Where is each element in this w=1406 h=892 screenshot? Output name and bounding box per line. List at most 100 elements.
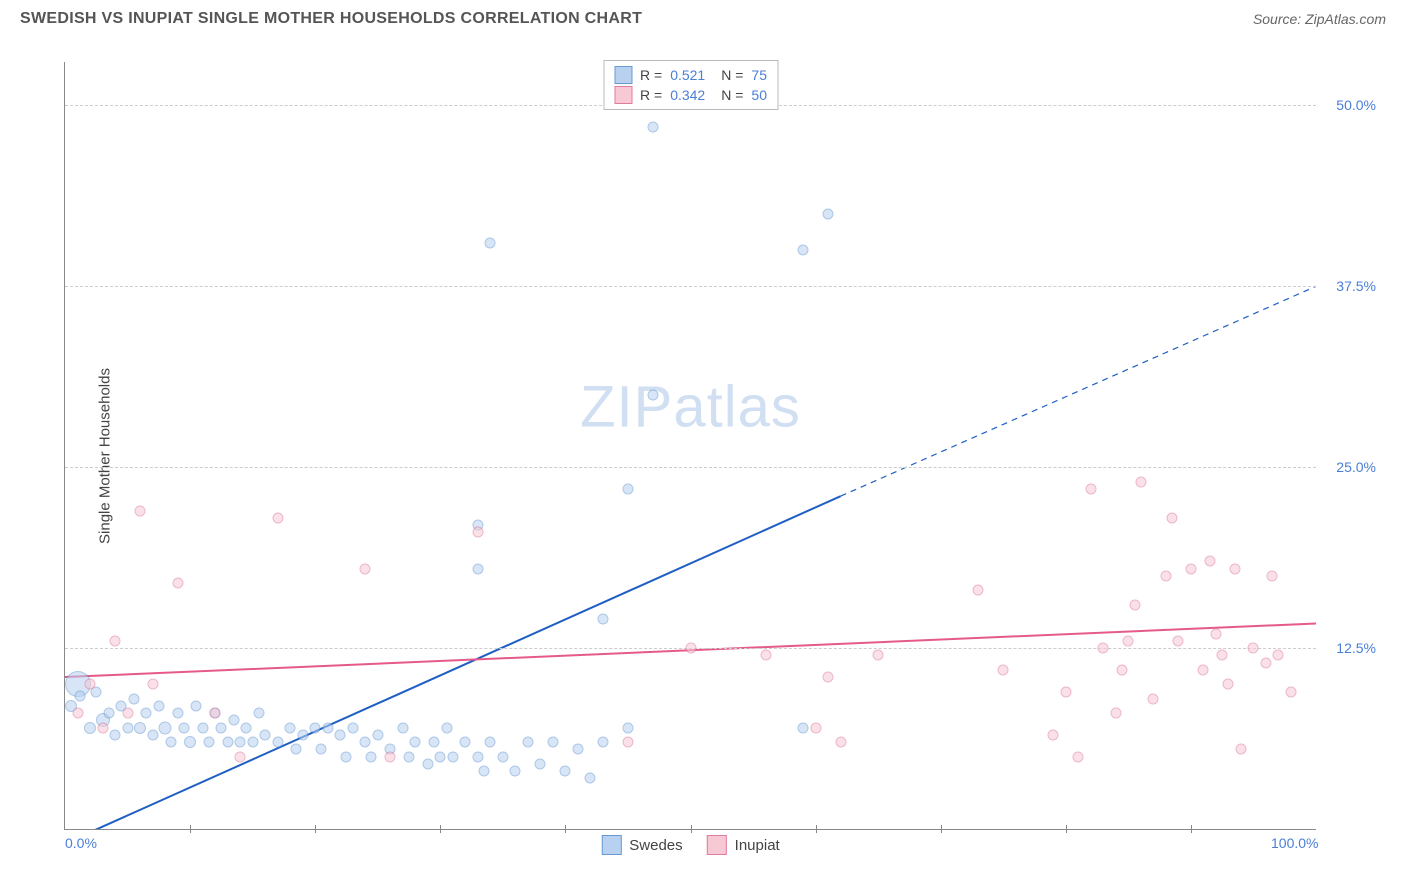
scatter-point xyxy=(1160,570,1171,581)
scatter-point xyxy=(172,708,183,719)
scatter-point xyxy=(360,563,371,574)
scatter-point xyxy=(1123,635,1134,646)
y-tick-label: 25.0% xyxy=(1321,459,1376,475)
scatter-point xyxy=(235,737,246,748)
scatter-point xyxy=(110,729,121,740)
scatter-point xyxy=(1260,657,1271,668)
scatter-point xyxy=(141,708,152,719)
x-minor-tick xyxy=(440,825,441,833)
scatter-point xyxy=(178,722,189,733)
scatter-point xyxy=(447,751,458,762)
scatter-point xyxy=(1098,643,1109,654)
legend-series-label: Swedes xyxy=(629,837,682,854)
scatter-point xyxy=(404,751,415,762)
scatter-point xyxy=(385,751,396,762)
x-minor-tick xyxy=(1191,825,1192,833)
scatter-point xyxy=(973,585,984,596)
scatter-point xyxy=(1167,512,1178,523)
legend-r-label: R = xyxy=(640,87,662,103)
scatter-point xyxy=(522,737,533,748)
scatter-point xyxy=(122,722,133,733)
legend-series: Swedes Inupiat xyxy=(601,835,779,855)
scatter-point xyxy=(191,701,202,712)
page-title: SWEDISH VS INUPIAT SINGLE MOTHER HOUSEHO… xyxy=(20,10,642,28)
scatter-point xyxy=(291,744,302,755)
x-minor-tick xyxy=(941,825,942,833)
legend-correlation: R =0.521N =75R =0.342N =50 xyxy=(603,60,778,110)
legend-n-label: N = xyxy=(721,67,743,83)
scatter-point xyxy=(297,729,308,740)
scatter-point xyxy=(810,722,821,733)
legend-n-label: N = xyxy=(721,87,743,103)
scatter-point xyxy=(835,737,846,748)
scatter-point xyxy=(310,722,321,733)
scatter-point xyxy=(535,758,546,769)
scatter-point xyxy=(760,650,771,661)
scatter-point xyxy=(572,744,583,755)
watermark: ZIPatlas xyxy=(580,374,801,441)
scatter-point xyxy=(1073,751,1084,762)
scatter-point xyxy=(647,122,658,133)
scatter-point xyxy=(360,737,371,748)
scatter-point xyxy=(622,737,633,748)
scatter-point xyxy=(285,722,296,733)
scatter-point xyxy=(347,722,358,733)
scatter-point xyxy=(135,505,146,516)
scatter-point xyxy=(166,737,177,748)
scatter-point xyxy=(322,722,333,733)
scatter-point xyxy=(685,643,696,654)
legend-series-item: Swedes xyxy=(601,835,682,855)
legend-r-label: R = xyxy=(640,67,662,83)
gridline xyxy=(65,467,1316,468)
scatter-point xyxy=(1210,628,1221,639)
scatter-point xyxy=(372,729,383,740)
scatter-point xyxy=(272,737,283,748)
scatter-point xyxy=(84,722,96,734)
scatter-point xyxy=(1204,556,1215,567)
scatter-point xyxy=(366,751,377,762)
x-tick-label: 100.0% xyxy=(1271,835,1318,851)
scatter-point xyxy=(1185,563,1196,574)
scatter-point xyxy=(128,693,139,704)
scatter-point xyxy=(85,679,96,690)
scatter-point xyxy=(203,737,214,748)
scatter-point xyxy=(1285,686,1296,697)
x-minor-tick xyxy=(565,825,566,833)
scatter-point xyxy=(216,722,227,733)
legend-swatch xyxy=(601,835,621,855)
scatter-point xyxy=(472,527,483,538)
scatter-point xyxy=(1223,679,1234,690)
scatter-point xyxy=(241,722,252,733)
scatter-point xyxy=(460,737,471,748)
scatter-point xyxy=(1085,483,1096,494)
scatter-point xyxy=(1198,664,1209,675)
scatter-point xyxy=(147,729,158,740)
scatter-point xyxy=(253,708,264,719)
scatter-point xyxy=(441,722,452,733)
scatter-point xyxy=(823,208,834,219)
scatter-point xyxy=(272,512,283,523)
scatter-point xyxy=(485,237,496,248)
y-tick-label: 12.5% xyxy=(1321,640,1376,656)
scatter-point xyxy=(316,744,327,755)
scatter-point xyxy=(172,577,183,588)
x-minor-tick xyxy=(190,825,191,833)
scatter-point xyxy=(422,758,433,769)
scatter-point xyxy=(75,690,86,701)
legend-n-value: 50 xyxy=(751,87,767,103)
legend-n-value: 75 xyxy=(751,67,767,83)
scatter-plot: ZIPatlas R =0.521N =75R =0.342N =50 Swed… xyxy=(64,62,1316,830)
scatter-point xyxy=(410,737,421,748)
legend-series-item: Inupiat xyxy=(707,835,780,855)
x-tick-label: 0.0% xyxy=(65,835,97,851)
scatter-point xyxy=(159,721,172,734)
legend-swatch xyxy=(707,835,727,855)
scatter-point xyxy=(622,483,633,494)
scatter-point xyxy=(110,635,121,646)
scatter-point xyxy=(485,737,496,748)
gridline xyxy=(65,286,1316,287)
scatter-point xyxy=(72,708,83,719)
legend-swatch xyxy=(614,86,632,104)
x-minor-tick xyxy=(315,825,316,833)
legend-correlation-row: R =0.342N =50 xyxy=(614,85,767,105)
